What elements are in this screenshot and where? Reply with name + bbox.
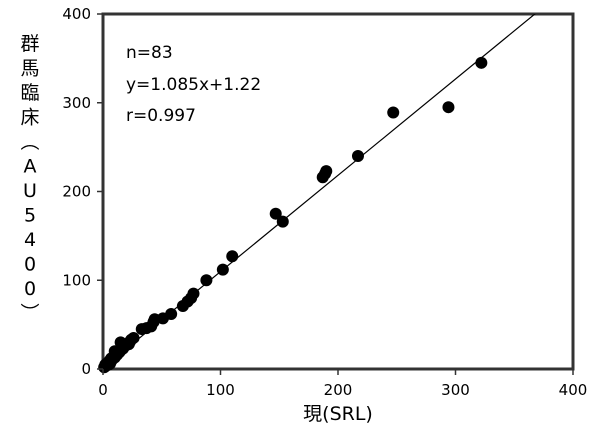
x-axis-title: 現(SRL) xyxy=(303,403,373,425)
data-point xyxy=(351,150,364,162)
y-axis-title-char: 4 xyxy=(24,229,36,251)
y-tick-label: 0 xyxy=(81,360,91,378)
annotation-r: r=0.997 xyxy=(126,106,196,126)
y-axis-title-char: ︵ xyxy=(20,131,39,153)
y-tick-label: 200 xyxy=(62,183,91,201)
annotation-n: n=83 xyxy=(126,43,173,63)
data-point xyxy=(165,307,178,320)
data-point xyxy=(475,56,488,69)
y-axis-title-char: 床 xyxy=(20,107,39,129)
data-point xyxy=(269,207,282,220)
data-point xyxy=(127,331,140,344)
x-tick-label: 200 xyxy=(324,381,353,399)
y-axis-title-char: 群 xyxy=(20,33,39,55)
x-tick-label: 100 xyxy=(206,381,235,399)
data-point xyxy=(187,287,200,300)
data-point xyxy=(216,263,229,276)
y-axis-title-char: 0 xyxy=(24,254,36,276)
y-tick-label: 300 xyxy=(62,94,91,112)
y-axis-title-char: 馬 xyxy=(20,58,39,80)
x-tick-label: 400 xyxy=(559,381,588,399)
y-axis-title-char: U xyxy=(23,180,37,202)
data-point xyxy=(276,215,289,228)
x-axis-ticks: 0 100 200 300 400 xyxy=(98,369,587,399)
data-point xyxy=(387,106,400,119)
data-points xyxy=(98,56,488,374)
data-point xyxy=(320,165,333,178)
x-tick-label: 0 xyxy=(98,381,108,399)
data-point xyxy=(442,101,455,114)
y-axis-title-char: 臨 xyxy=(20,82,39,104)
y-axis-title-char: 0 xyxy=(24,278,36,300)
y-axis-title-char: 5 xyxy=(24,205,36,227)
data-point xyxy=(226,250,239,263)
y-tick-label: 400 xyxy=(62,5,91,23)
x-tick-label: 300 xyxy=(441,381,470,399)
y-axis-title-char: A xyxy=(24,156,37,178)
annotation-equation: y=1.085x+1.22 xyxy=(126,75,261,95)
y-axis-ticks: 0 100 200 300 400 xyxy=(62,5,103,378)
y-axis-title-char: ︶ xyxy=(20,303,39,325)
y-tick-label: 100 xyxy=(62,271,91,289)
data-point xyxy=(200,274,213,287)
